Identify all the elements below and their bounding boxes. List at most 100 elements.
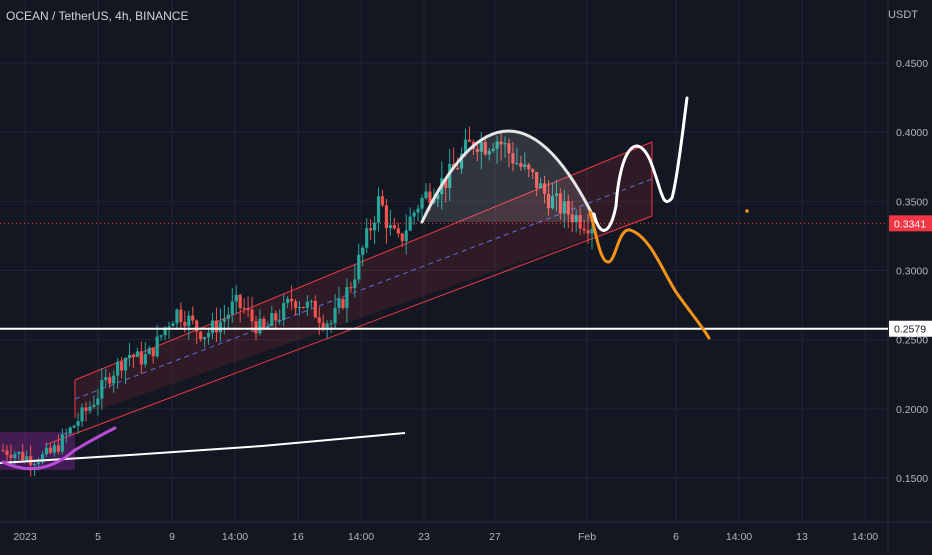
candle-body: [535, 171, 539, 188]
channel-fill: [75, 142, 652, 418]
candle-body: [578, 215, 582, 229]
candle-body: [487, 150, 491, 155]
y-tick-label: 0.2500: [896, 335, 928, 347]
candle-body: [408, 216, 412, 231]
candle-body: [293, 301, 298, 309]
candle-body: [353, 279, 357, 289]
x-tick-label: 9: [169, 531, 175, 543]
chart-title: OCEAN / TetherUS, 4h, BINANCE: [6, 9, 189, 23]
candle-body: [404, 230, 408, 242]
candle-body: [495, 141, 499, 149]
candle-body: [64, 433, 68, 435]
orange-marker-dot: [745, 209, 749, 213]
x-tick-label: Feb: [578, 531, 596, 543]
candle-body: [329, 323, 333, 325]
candle-body: [499, 141, 503, 145]
channel-upper-line[interactable]: [74, 141, 653, 381]
candle-body: [388, 225, 392, 229]
candle-body: [92, 404, 96, 407]
candle-body: [574, 215, 578, 223]
candle-body: [175, 309, 179, 324]
candle-body: [515, 163, 519, 165]
candle-body: [274, 313, 278, 321]
candle-body: [80, 407, 84, 422]
candle-body: [325, 323, 329, 328]
x-tick-label: 23: [418, 531, 430, 543]
candle-body: [436, 194, 440, 200]
candle-body: [246, 308, 250, 310]
candle-body: [511, 153, 515, 164]
candle-body: [250, 309, 254, 322]
candle-body: [258, 318, 262, 334]
candle-body: [562, 201, 566, 214]
candle-body: [112, 375, 116, 384]
candle-body: [337, 298, 341, 308]
candle-body: [218, 321, 223, 333]
y-tick-label: 0.2000: [896, 404, 928, 416]
x-tick-label: 14:00: [348, 531, 374, 543]
candle-body: [84, 407, 88, 411]
channel-lower-line[interactable]: [44, 215, 653, 446]
channel-median-line[interactable]: [74, 178, 653, 400]
candle-body: [167, 326, 171, 328]
price-axis-unit: USDT: [888, 9, 918, 21]
candle-body: [357, 254, 361, 280]
x-tick-label: 14:00: [852, 531, 878, 543]
candle-body: [376, 196, 381, 223]
x-tick-label: 16: [292, 531, 304, 543]
candle-body: [475, 149, 479, 152]
candle-body: [238, 294, 242, 308]
candle-body: [527, 164, 531, 170]
candle-body: [467, 139, 472, 142]
candle-body: [203, 337, 207, 340]
candle-body: [234, 294, 238, 302]
candle-body: [147, 348, 151, 355]
candle-body: [333, 307, 337, 324]
candle-body: [100, 380, 104, 399]
bearish-projection-path[interactable]: [588, 210, 711, 340]
candle-body: [301, 307, 306, 309]
candle-body: [582, 228, 586, 231]
candle-body: [455, 168, 460, 170]
candle-body: [5, 450, 9, 455]
candle-body: [503, 143, 507, 145]
candle-body: [222, 318, 226, 322]
candle-body: [68, 427, 72, 434]
rounded-top-arc[interactable]: [420, 129, 598, 224]
candle-body: [76, 421, 80, 426]
candle-body: [96, 398, 100, 405]
candle-body: [195, 320, 199, 332]
candle-body: [206, 332, 211, 338]
candle-body: [558, 193, 562, 214]
candle-body: [483, 141, 487, 155]
candle-body: [13, 454, 17, 459]
candle-body: [546, 193, 551, 209]
candle-body: [119, 361, 124, 371]
x-tick-label: 13: [796, 531, 808, 543]
x-tick-label: 14:00: [222, 531, 248, 543]
candle-body: [262, 318, 266, 328]
support-price-tag: [889, 320, 932, 337]
candle-body: [25, 456, 29, 461]
candle-body: [163, 327, 167, 336]
candle-body: [570, 214, 574, 223]
candle-body: [321, 322, 325, 328]
candle-body: [424, 191, 428, 199]
bullish-projection-path[interactable]: [592, 96, 689, 232]
y-tick-label: 0.4000: [896, 127, 928, 139]
candle-body: [143, 354, 147, 365]
candle-body: [412, 212, 416, 217]
candle-body: [361, 247, 365, 255]
x-tick-label: 14:00: [726, 531, 752, 543]
support-price-tag-label: 0.2579: [894, 324, 926, 336]
candle-body: [289, 298, 294, 302]
candle-body: [444, 178, 448, 188]
candle-body: [36, 462, 41, 465]
candle-body: [104, 377, 108, 381]
candle-body: [60, 434, 64, 452]
candle-body: [139, 351, 143, 365]
candle-body: [52, 445, 56, 453]
candle-body: [151, 348, 155, 357]
